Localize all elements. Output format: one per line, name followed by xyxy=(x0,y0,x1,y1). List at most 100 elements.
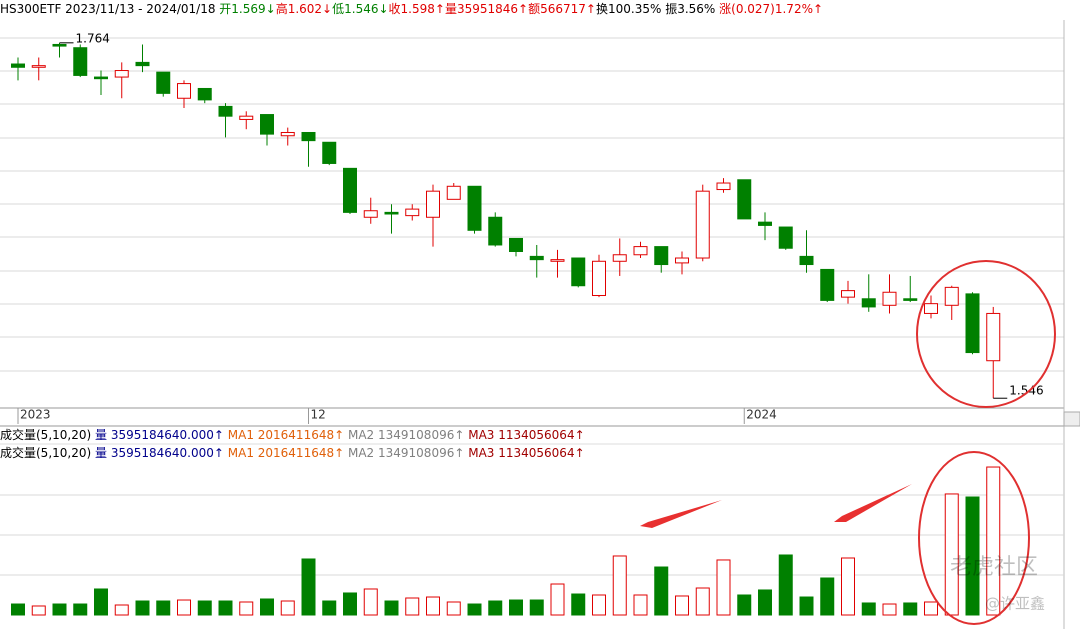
annotation: 1.764 xyxy=(76,31,110,45)
volume-bar xyxy=(820,577,835,616)
candle-body xyxy=(550,259,565,262)
candle-body xyxy=(239,115,254,120)
candle-body xyxy=(363,210,378,218)
volume-bar xyxy=(903,602,918,616)
candle-body xyxy=(280,131,295,137)
candle-body xyxy=(488,216,503,246)
candle-body xyxy=(135,61,150,67)
header-field: 低1.546↓ xyxy=(332,2,388,16)
candle-body xyxy=(156,71,171,94)
volume-bar xyxy=(94,588,108,616)
header-field: MA1 2016411648↑ xyxy=(228,428,348,442)
candle-body xyxy=(384,211,399,215)
volume-bar xyxy=(716,559,731,616)
candle-body xyxy=(114,70,129,78)
volume-header: 成交量(5,10,20) 量 3595184640.000↑ MA1 20164… xyxy=(0,427,585,442)
header-field: 换100.35% xyxy=(596,2,665,16)
candle-body xyxy=(11,63,25,68)
candle-body xyxy=(986,312,1001,362)
candle-body xyxy=(820,268,835,301)
volume-bar xyxy=(135,600,150,616)
volume-bar xyxy=(446,601,461,616)
volume-header: 成交量(5,10,20) 量 3595184640.000↑ MA1 20164… xyxy=(0,445,585,460)
volume-bar xyxy=(343,592,357,616)
volume-bar xyxy=(467,603,482,616)
candle-body xyxy=(716,182,731,191)
header-field: HS300ETF 2023/11/13 - 2024/01/18 xyxy=(0,2,219,16)
volume-bar xyxy=(73,603,88,616)
volume-bar xyxy=(737,594,752,616)
volume-bar xyxy=(612,555,627,616)
volume-bar xyxy=(239,601,254,616)
volume-bar xyxy=(426,596,440,616)
header-field: 量 xyxy=(95,446,111,460)
candle-body xyxy=(612,254,627,262)
volume-bar xyxy=(363,588,378,616)
header-field: 涨(0.027)1.72%↑ xyxy=(719,1,823,16)
candle-body xyxy=(446,185,461,200)
candle-body xyxy=(675,257,689,264)
volume-bar xyxy=(944,493,959,616)
volume-bar xyxy=(571,593,586,616)
volume-bar xyxy=(861,602,876,616)
candle-body xyxy=(633,246,648,256)
candle-body xyxy=(322,141,337,164)
header-field: 3595184640.000↑ xyxy=(111,446,228,460)
volume-bar xyxy=(695,587,710,616)
candle-body xyxy=(965,293,980,354)
candle-body xyxy=(903,298,918,301)
watermark: @许亚鑫 xyxy=(985,595,1045,613)
volume-bar xyxy=(550,583,565,616)
header-field: MA2 1349108096↑ xyxy=(348,428,468,442)
x-tick-label: 12 xyxy=(311,408,326,422)
price-grid xyxy=(0,20,1065,629)
volume-bar xyxy=(592,594,606,616)
header-field: 振3.56% xyxy=(665,2,719,16)
scroll-box[interactable] xyxy=(1063,411,1080,427)
candle-body xyxy=(177,83,191,99)
volume-bar xyxy=(778,554,793,616)
volume-bar xyxy=(924,601,938,616)
header-field: 量35951846↑ xyxy=(445,2,528,16)
volume-bar xyxy=(405,597,420,616)
candle-body xyxy=(778,226,793,249)
volume-bar xyxy=(280,600,295,616)
candle-body xyxy=(94,76,108,80)
marks: 2023 12 2024 1.764 1.546 xyxy=(11,31,1044,616)
candle-body xyxy=(301,131,316,142)
volume-bar xyxy=(301,558,316,616)
volume-bar xyxy=(488,600,503,616)
candle-body xyxy=(343,167,357,213)
candle-body xyxy=(405,208,420,217)
header-field: 开1.569↓ xyxy=(219,2,275,16)
x-tick-label: 2024 xyxy=(746,408,777,422)
volume-bar xyxy=(218,600,233,616)
volume-bar xyxy=(654,566,669,616)
volume-bar xyxy=(633,594,648,616)
volume-bar xyxy=(114,604,129,616)
volume-bar xyxy=(31,605,46,616)
candle-body xyxy=(841,290,855,298)
candle-body xyxy=(592,260,606,297)
header-field: 收1.598↑ xyxy=(389,2,445,16)
header-field: MA3 1134056064↑ xyxy=(468,428,584,442)
header-field: 额566717↑ xyxy=(528,2,596,16)
volume-bar xyxy=(799,596,814,616)
header-field: MA3 1134056064↑ xyxy=(468,446,584,460)
volume-bar xyxy=(384,600,399,616)
arrow xyxy=(640,500,722,528)
volume-bar xyxy=(841,557,855,616)
volume-bar xyxy=(52,603,67,616)
candle-body xyxy=(654,246,669,266)
highlight-circle xyxy=(916,260,1056,408)
header-field: 3595184640.000↑ xyxy=(111,428,228,442)
header-field: 量 xyxy=(95,428,111,442)
candle-body xyxy=(924,303,938,314)
header-field: MA1 2016411648↑ xyxy=(228,446,348,460)
header-field: 成交量(5,10,20) xyxy=(0,445,95,460)
volume-bar xyxy=(11,603,25,616)
candle-body xyxy=(426,190,440,218)
candle-body xyxy=(737,179,752,220)
